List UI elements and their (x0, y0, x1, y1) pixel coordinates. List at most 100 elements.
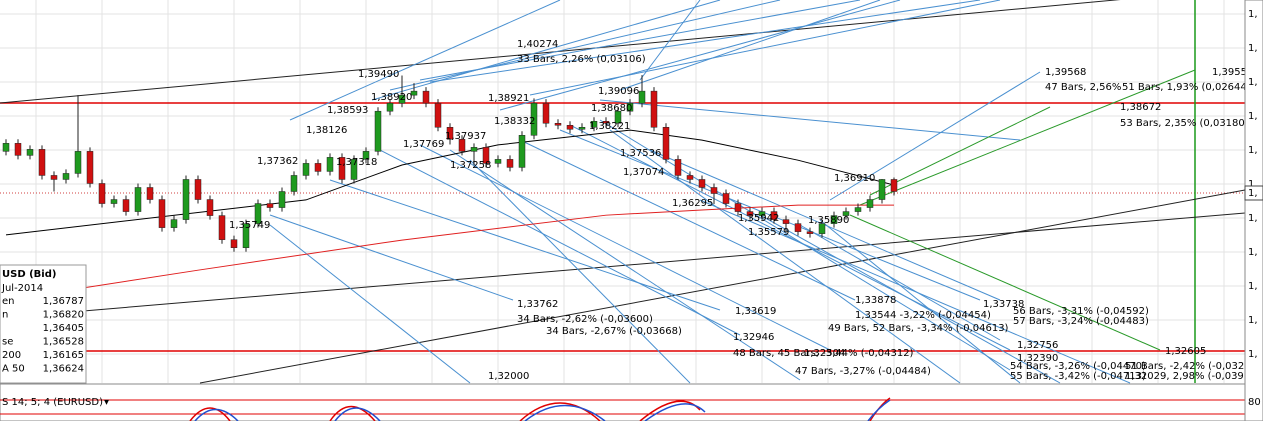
candle-body (242, 223, 250, 248)
trend-line (0, 212, 1246, 319)
candle-body (194, 179, 202, 200)
price-annotation: 1,39568 (1045, 67, 1086, 78)
candle-body (110, 199, 118, 204)
info-title: USD (Bid) (2, 269, 56, 280)
info-date: Jul-2014 (1, 283, 43, 294)
candle-body (650, 90, 658, 128)
price-annotation: 57 Bars, -3,24% (-0,04483) (1013, 316, 1149, 327)
stoch-line (194, 399, 891, 421)
price-annotation: 1,37536 (620, 148, 661, 159)
y-tick-label: 1, (1248, 349, 1258, 360)
candle-body (218, 215, 226, 240)
price-annotation: 1,38221 (589, 121, 630, 132)
candle-body (746, 211, 754, 216)
info-value: 1,36165 (43, 350, 84, 361)
current-price-label: 1, (1248, 188, 1258, 199)
candle-body (566, 125, 574, 130)
trend-line (0, 0, 1121, 104)
price-annotation: 1,38680 (591, 103, 632, 114)
price-annotation: 1,38332 (494, 116, 535, 127)
trend-line (519, 139, 856, 301)
trend-line (499, 0, 901, 111)
info-value: 1,36624 (43, 364, 84, 375)
candle-body (122, 199, 130, 212)
info-key: n (2, 310, 8, 321)
trend-line (419, 0, 861, 81)
price-annotation: 1,39490 (358, 69, 399, 80)
candle-body (710, 187, 718, 194)
price-annotation: 48 Bars, 45 Bars, -3,44% (-0,04312) (733, 348, 914, 359)
stoch-line (189, 397, 891, 421)
price-annotation: 1,37362 (257, 156, 298, 167)
trend-line (799, 224, 1001, 341)
trend-line (379, 149, 741, 336)
candle-body (278, 191, 286, 208)
y-tick-label: 1, (1248, 111, 1258, 122)
price-annotation: 1,32756 (1017, 340, 1058, 351)
price-annotation: 1,35890 (808, 215, 849, 226)
y-tick-label: 1, (1248, 77, 1258, 88)
candle-body (506, 159, 514, 168)
candle-body (518, 135, 526, 168)
trend-line (829, 71, 1041, 201)
candle-body (578, 127, 586, 130)
candle-body (758, 211, 766, 216)
candle-body (830, 215, 838, 224)
y-tick-label: 1, (1248, 179, 1258, 190)
candle-body (542, 102, 550, 124)
info-value: 1,36787 (43, 296, 84, 307)
trend-line (269, 214, 514, 301)
price-annotation: 1,37769 (403, 139, 444, 150)
candle-body (74, 151, 82, 174)
candle-body (410, 90, 418, 96)
info-key: en (2, 296, 15, 307)
price-annotation: 1,32390 (1017, 353, 1058, 364)
price-annotation: 1,32504 (804, 348, 845, 359)
price-annotation: 1,33738 (983, 299, 1024, 310)
price-annotation: 1,35749 (229, 220, 270, 231)
candle-body (374, 110, 382, 152)
candle-body (866, 199, 874, 208)
candle-body (698, 179, 706, 188)
price-annotation: 1,33878 (855, 295, 896, 306)
info-key: se (2, 337, 13, 348)
candle-body (86, 151, 94, 184)
price-annotation: 1,38126 (306, 125, 347, 136)
info-value: 1,36405 (43, 323, 84, 334)
y-tick-label: 1, (1248, 247, 1258, 258)
trend-line (639, 0, 701, 81)
price-annotation: 1,33544 -3,22% (-0,04454) (855, 310, 991, 321)
candle-body (50, 175, 58, 180)
price-annotation: 1,37318 (336, 157, 377, 168)
trend-line (469, 159, 691, 384)
candle-body (2, 143, 10, 152)
price-annotation: 1,39096 (598, 86, 639, 97)
candle-body (854, 207, 862, 212)
candle-body (782, 219, 790, 224)
moving-average (5, 204, 894, 301)
candle-body (326, 157, 334, 172)
candle-body (878, 179, 886, 200)
candle-body (818, 223, 826, 234)
candle-body (626, 102, 634, 112)
trend-line (849, 214, 1161, 351)
candle-body (386, 102, 394, 112)
trend-line (859, 69, 1196, 206)
trend-line (329, 179, 721, 311)
candle-body (302, 163, 310, 176)
price-annotation: 1,35942 (738, 213, 779, 224)
candle-body (62, 173, 70, 180)
info-value: 1,36528 (43, 337, 84, 348)
y-tick-label: 1, (1248, 43, 1258, 54)
price-annotation: 1,37074 (623, 167, 664, 178)
trend-line (269, 224, 471, 384)
price-annotation: 34 Bars, -2,62% (-0,03600) (517, 314, 653, 325)
candle-body (422, 90, 430, 104)
current-price-box (1244, 185, 1263, 201)
price-annotation: 1,38921 (488, 93, 529, 104)
candle-body (362, 151, 370, 160)
candle-body (842, 211, 850, 216)
dropdown-arrow: ▾ (104, 397, 109, 408)
candle-body (614, 110, 622, 124)
price-annotation: 56 Bars, -3,31% (-0,04592) (1013, 306, 1149, 317)
